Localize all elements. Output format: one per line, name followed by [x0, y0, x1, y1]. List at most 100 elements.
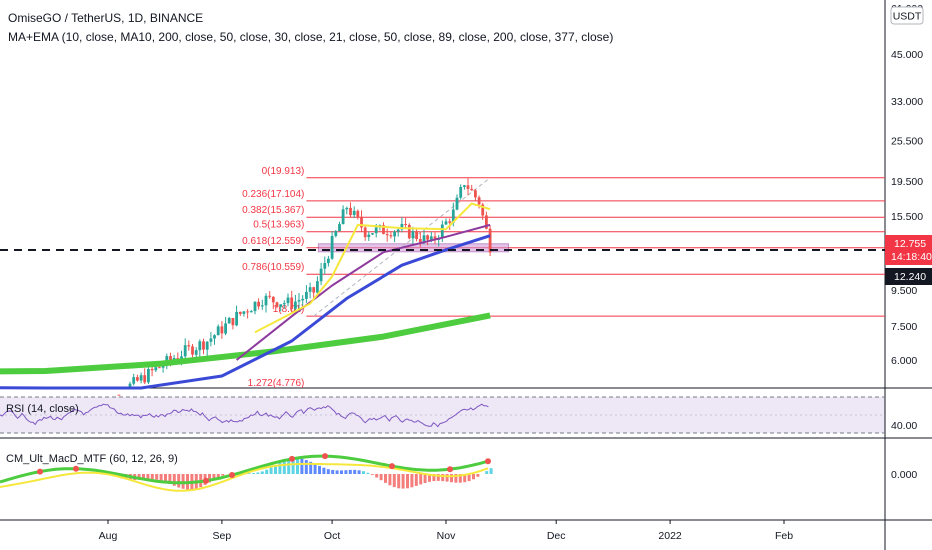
candle-body — [294, 301, 297, 309]
macd-histogram-bar — [406, 474, 409, 489]
candle-body — [132, 377, 136, 384]
macd-histogram-bar — [304, 460, 308, 474]
macd-histogram-bar — [282, 460, 286, 474]
macd-histogram-bar — [300, 458, 304, 474]
candle-body — [323, 263, 327, 269]
macd-cross-dot — [289, 455, 295, 462]
macd-cross-dot — [229, 472, 235, 478]
candle-body — [319, 268, 323, 282]
candle-body — [242, 311, 246, 314]
macd-histogram-bar — [370, 474, 374, 475]
candle-body — [198, 341, 202, 351]
candle-body — [161, 365, 165, 368]
macd-histogram-bar — [159, 474, 163, 481]
candle-body — [297, 300, 301, 302]
macd-histogram-bar — [344, 470, 348, 474]
macd-histogram-bar — [142, 474, 145, 480]
macd-histogram-bar — [216, 474, 220, 478]
currency-badge[interactable] — [890, 6, 924, 25]
macd-cross-dot — [37, 468, 43, 475]
ma10-line — [254, 202, 491, 334]
fib-level-label: 0.236(17.104) — [242, 189, 304, 200]
candle-body — [202, 341, 205, 350]
candle-body — [481, 204, 485, 216]
candle-body — [308, 287, 312, 292]
candle-body — [316, 281, 319, 293]
candle-body — [448, 221, 452, 223]
candle-body — [183, 345, 187, 357]
time-axis[interactable]: Aug Sep Oct Nov Dec 2022 Feb — [99, 520, 794, 542]
macd-histogram-bar — [291, 458, 295, 474]
macd-histogram-bar — [278, 462, 282, 474]
macd-histogram-bar — [410, 474, 414, 488]
candle-body — [396, 229, 400, 232]
fibonacci-retracement[interactable]: 0(19.913) 0.236(17.104) 0.382(15.367) 0.5(1… — [242, 166, 885, 389]
macd-histogram-bar — [269, 467, 273, 474]
candle-body — [356, 210, 360, 217]
macd-histogram-bar — [375, 474, 379, 478]
candle-body — [260, 305, 264, 307]
candle-body — [139, 375, 143, 381]
candle-body — [444, 221, 448, 225]
macd-histogram-bar — [397, 474, 401, 489]
macd-histogram-bar — [340, 470, 343, 474]
candle-body — [349, 207, 352, 216]
macd-histogram-bar — [221, 474, 225, 476]
candle-body — [290, 297, 294, 309]
time-axis-label: Sep — [213, 530, 232, 542]
macd-signal-line — [0, 462, 489, 492]
macd-histogram-bar — [146, 474, 150, 480]
price-axis-tick: 7.500 — [891, 321, 917, 333]
macd-histogram-bar — [454, 474, 458, 483]
time-axis-label: Dec — [547, 530, 566, 542]
rsi-curve — [0, 403, 489, 428]
macd-histogram-bar — [348, 469, 352, 474]
time-axis-label: Feb — [775, 530, 793, 542]
candle-body — [286, 297, 290, 304]
candle-body — [341, 209, 345, 225]
currency-badge-label: USDT — [893, 11, 922, 23]
main-pane[interactable] — [0, 0, 885, 388]
macd-histogram-bar — [384, 474, 387, 483]
candle-body — [389, 235, 393, 237]
candle-body — [176, 358, 180, 360]
candle-body — [246, 311, 249, 313]
candle-body — [143, 375, 147, 383]
price-axis-tick: 25.500 — [891, 135, 923, 147]
rsi-line — [0, 403, 489, 428]
macd-histogram-bar — [256, 472, 260, 474]
macd-histogram-bar — [463, 474, 467, 483]
candle-body — [393, 231, 396, 237]
candle-body — [455, 197, 459, 210]
fib-level-label: 1(8.01) — [273, 304, 305, 315]
macd-histogram-bar — [392, 474, 396, 488]
candle-body — [426, 235, 429, 240]
candle-body — [154, 367, 158, 371]
candle-body — [407, 224, 411, 239]
macd-histogram-bar — [379, 474, 383, 481]
candle-body — [224, 323, 227, 334]
candle-body — [136, 377, 139, 381]
candle-body — [128, 383, 132, 388]
macd-histogram-bar — [164, 474, 167, 483]
macd-cross-dot — [485, 458, 491, 465]
candle-body — [227, 318, 231, 324]
candle-body — [404, 224, 407, 225]
ma-ema-legend: MA+EMA (10, close, MA10, 200, close, 50,… — [8, 30, 613, 44]
candle-body — [400, 224, 404, 230]
macd-histogram-bar — [489, 468, 493, 474]
candle-body — [470, 188, 474, 191]
fib-level-label: 0.618(12.559) — [242, 236, 304, 247]
macd-histogram-bar — [177, 474, 181, 488]
macd-histogram-bar — [450, 474, 453, 483]
rsi-axis-tick: 40.00 — [891, 420, 917, 432]
price-axis[interactable]: 61.00045.00033.00025.50019.50015.5009.50… — [891, 3, 923, 367]
macd-cross-dot — [203, 477, 209, 484]
macd-histogram-bar — [326, 469, 330, 474]
candle-body — [352, 210, 356, 216]
candle-body — [231, 318, 235, 326]
macd-histogram-bar — [260, 471, 264, 474]
candle-body — [194, 350, 198, 355]
macd-histogram-bar — [436, 474, 440, 481]
